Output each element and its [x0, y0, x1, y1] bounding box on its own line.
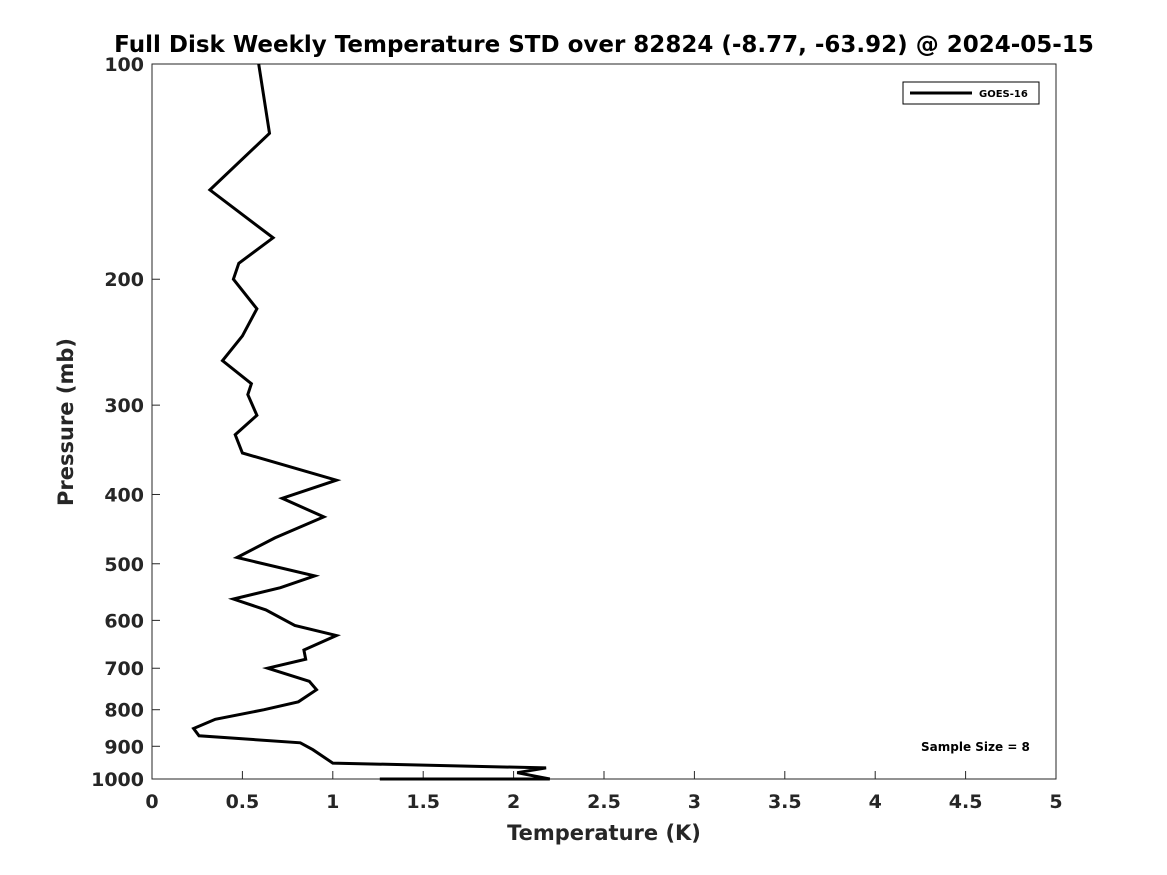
chart-title: Full Disk Weekly Temperature STD over 82… [114, 32, 1094, 58]
x-tick-label: 2.5 [587, 791, 621, 813]
y-tick-label: 600 [104, 610, 144, 632]
y-tick-label: 700 [104, 658, 144, 680]
legend: GOES-16 [902, 81, 1040, 105]
x-tick-label: 1.5 [406, 791, 440, 813]
y-tick-label: 300 [104, 395, 144, 417]
x-tick-label: 5 [1049, 791, 1062, 813]
x-tick-label: 0 [145, 791, 158, 813]
x-axis-label: Temperature (K) [507, 821, 701, 845]
x-tick-label: 4.5 [949, 791, 983, 813]
x-tick-label: 1 [326, 791, 339, 813]
y-tick-label: 500 [104, 554, 144, 576]
x-tick-label: 4 [869, 791, 882, 813]
y-axis-label: Pressure (mb) [54, 338, 78, 506]
y-tick-label: 400 [104, 484, 144, 506]
x-tick-label: 0.5 [226, 791, 260, 813]
y-tick-label: 1000 [91, 769, 144, 791]
y-axis: 100 200 300 400 500 600 700 800 900 1000 [91, 54, 160, 791]
series-line-goes-16 [191, 63, 551, 781]
x-tick-label: 3.5 [768, 791, 802, 813]
y-tick-label: 900 [104, 736, 144, 758]
y-tick-label: 100 [104, 54, 144, 76]
legend-label: GOES-16 [979, 89, 1028, 100]
sample-size-annotation: Sample Size = 8 [921, 740, 1030, 754]
plot-area [151, 63, 1057, 780]
series-layer [191, 63, 551, 781]
x-tick-label: 2 [507, 791, 520, 813]
x-tick-label: 3 [688, 791, 701, 813]
y-tick-label: 800 [104, 700, 144, 722]
y-tick-label: 200 [104, 269, 144, 291]
x-axis: 0 0.5 1 1.5 2 2.5 3 3.5 4 4.5 5 [145, 771, 1063, 813]
